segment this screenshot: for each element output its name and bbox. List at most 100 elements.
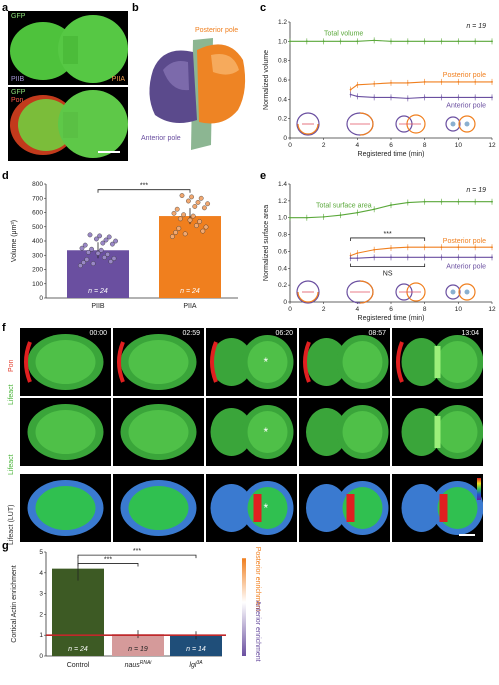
n-label: n = 19 [466,187,486,194]
frame-image: * [210,481,294,535]
pon-crescent [396,341,404,383]
cell-interior [437,341,478,383]
data-point [423,256,426,259]
timelapse-frame-r0-c3: 08:57 [299,328,390,396]
significance-label: *** [140,183,148,190]
cell-body [306,408,347,456]
bar-lgl [170,635,222,656]
data-point [106,234,112,240]
panel-a-letter: a [2,2,9,14]
data-point [390,204,392,206]
data-point [423,200,426,203]
timelapse-frame-r0-c4: 13:04 [392,328,483,396]
furrow-enrichment [346,494,355,522]
data-point [356,211,359,214]
category-label-main: lgl [189,662,196,669]
posterior-enrichment-label: Posterior enrichment [254,547,261,612]
piib-label: PIIB [11,76,25,83]
category-label: PIIB [91,303,105,310]
y-tick-label: 0 [283,299,287,306]
panel-b-letter: b [132,2,139,14]
data-point [289,40,291,43]
data-point [373,208,376,211]
frame-image [303,335,389,389]
timelapse-frame-r1-c0 [20,398,111,466]
data-point [474,40,477,43]
n-label: n = 19 [466,23,486,30]
data-point [440,81,443,83]
schematic-nucleus [450,289,456,295]
data-point [87,232,93,238]
total-surface-label: Total surface area [316,203,372,210]
frame-image [24,334,104,390]
data-point [491,81,493,83]
x-axis-title: Registered time (min) [358,315,425,322]
timelapse-frame-r1-c1 [113,398,204,466]
y-tick-label: 800 [32,181,43,188]
pon-crescent [24,341,32,383]
data-point [84,257,90,262]
panel-a-top-image: GFP PIIB PIIA [8,11,128,85]
cell-body [306,338,347,386]
y-tick-label: 700 [32,195,43,202]
data-point [406,246,409,249]
frame-image [401,405,483,459]
y-tick-label: 1 [39,632,43,639]
cell-interior [342,341,383,383]
cell-body [210,338,253,386]
posterior-label: Posterior pole [443,238,486,245]
y-tick-label: 0.2 [278,282,287,289]
n-label: n = 24 [68,646,88,653]
division-schematic-2 [395,114,426,134]
data-point [457,246,460,249]
y-tick-label: 1.2 [278,19,287,26]
data-point [457,96,460,99]
timelapse-frame-r0-c0: 00:00 [20,328,111,396]
timelapse-frame-r1-c2: * [206,398,297,466]
panel-d-letter: d [2,170,9,182]
frame-image [117,334,197,390]
schematic-cell [445,284,461,300]
bar-control [52,568,104,656]
data-point [349,93,352,96]
data-point [457,256,460,259]
data-point [356,40,359,43]
data-point [78,263,83,269]
cell-interior [35,340,96,384]
y-axis-title: Volume (μm³) [11,220,18,262]
n-label: n = 14 [186,646,206,653]
data-point [457,40,460,43]
division-schematic-1 [346,280,374,304]
cell-interior [247,411,288,453]
schematic-nucleus [464,121,470,127]
x-tick-label: 4 [356,142,360,149]
significance-label-1: *** [104,556,112,563]
data-point [339,40,342,43]
data-point [356,83,359,86]
data-point [373,82,376,85]
schematic-nucleus [464,289,470,295]
row-label-lifeact-2: Lifeact [8,454,15,475]
posterior-pole-label: Posterior pole [195,27,238,34]
timelapse-frame-r0-c2: * 06:20 [206,328,297,396]
y-tick-label: 1.0 [278,38,287,45]
cell-interior [128,486,189,530]
frame-image [306,405,389,459]
significance-bracket [97,189,191,193]
bar-piia [159,216,221,298]
series-line-2 [350,256,492,259]
data-point [81,260,87,265]
cell-interior [128,410,189,454]
pon-crescent [210,341,218,383]
ns-label: NS [383,271,393,278]
y-tick-label: 4 [39,570,43,577]
data-point [457,81,460,83]
asterisk-marker: * [264,501,269,515]
data-point [171,210,177,216]
ns-bracket [350,263,426,267]
n-label: n = 19 [128,646,148,653]
frame-image [120,480,197,536]
data-point [474,81,477,83]
time-label: 08:57 [368,330,386,337]
frame-image [27,404,104,460]
